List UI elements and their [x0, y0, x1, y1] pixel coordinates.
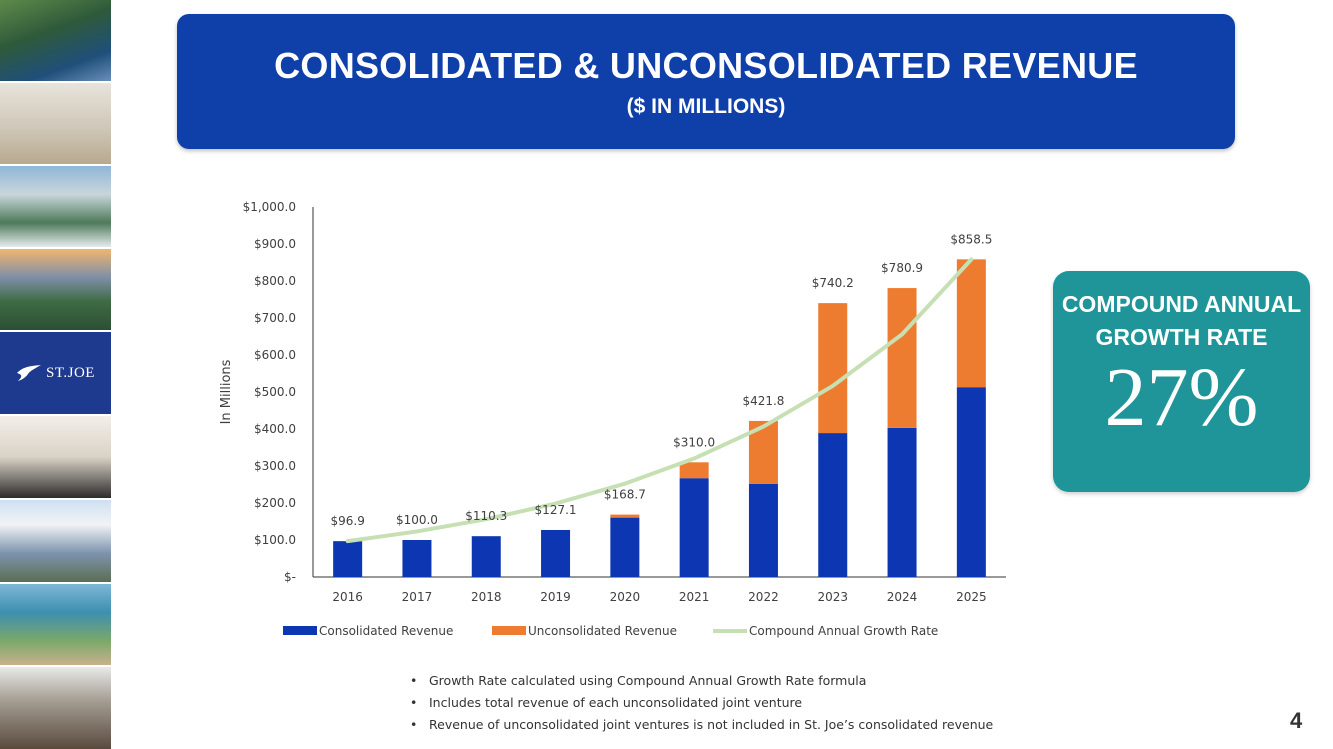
legend-swatch — [492, 626, 526, 635]
x-tick-label: 2025 — [956, 590, 987, 604]
y-tick-label: $300.0 — [254, 459, 296, 473]
bar-unconsolidated — [610, 514, 640, 518]
total-data-label: $780.9 — [881, 261, 923, 275]
bird-logo-icon — [17, 365, 41, 381]
footnote: Growth Rate calculated using Compound An… — [410, 670, 1030, 692]
y-tick-label: $- — [284, 570, 296, 584]
bar-consolidated — [887, 427, 917, 577]
bar-unconsolidated — [679, 462, 709, 479]
bar-consolidated — [818, 433, 848, 577]
total-data-label: $740.2 — [812, 276, 854, 290]
x-tick-label: 2023 — [817, 590, 848, 604]
event-crowd-photo — [0, 667, 111, 749]
bar-consolidated — [956, 387, 986, 577]
office-building-photo — [0, 500, 111, 582]
y-tick-label: $400.0 — [254, 422, 296, 436]
y-tick-label: $500.0 — [254, 385, 296, 399]
x-tick-label: 2017 — [402, 590, 433, 604]
footnote: Revenue of unconsolidated joint ventures… — [410, 714, 1030, 736]
y-axis-title: In Millions — [219, 359, 234, 424]
lazy-river-photo — [0, 584, 111, 665]
total-data-label: $100.0 — [396, 513, 438, 527]
cagr-line — [345, 257, 974, 544]
y-tick-label: $200.0 — [254, 496, 296, 510]
sunset-lake-photo — [0, 249, 111, 330]
page-number: 4 — [1290, 708, 1303, 733]
cagr-box: COMPOUND ANNUAL GROWTH RATE 27% — [1053, 271, 1310, 492]
total-data-label: $168.7 — [604, 488, 646, 502]
total-data-label: $858.5 — [950, 232, 992, 246]
legend-swatch — [283, 626, 317, 635]
bar-consolidated — [471, 536, 501, 577]
staff-photo — [0, 416, 111, 498]
legend-label: Consolidated Revenue — [319, 624, 453, 638]
bar-consolidated — [679, 478, 709, 577]
bar-unconsolidated — [818, 303, 848, 434]
x-tick-label: 2019 — [540, 590, 571, 604]
x-tick-label: 2024 — [887, 590, 918, 604]
y-tick-label: $100.0 — [254, 533, 296, 547]
total-data-label: $96.9 — [330, 514, 364, 528]
st-joe-logo: ST.JOE — [0, 332, 111, 414]
y-tick-label: $1,000.0 — [243, 200, 296, 214]
resort-pool-photo — [0, 166, 111, 247]
slide-subtitle: ($ IN MILLIONS) — [626, 95, 786, 118]
golf-course-photo — [0, 0, 111, 81]
slide-title: CONSOLIDATED & UNCONSOLIDATED REVENUE — [274, 45, 1138, 86]
title-banner: CONSOLIDATED & UNCONSOLIDATED REVENUE ($… — [177, 14, 1235, 149]
family-photo — [0, 83, 111, 164]
x-tick-label: 2016 — [332, 590, 363, 604]
total-data-label: $110.3 — [465, 509, 507, 523]
footnote: Includes total revenue of each unconsoli… — [410, 692, 1030, 714]
x-tick-label: 2020 — [610, 590, 641, 604]
logo-text: ST.JOE — [46, 364, 95, 381]
bar-consolidated — [402, 540, 432, 577]
bar-consolidated — [541, 529, 571, 577]
bar-consolidated — [748, 483, 778, 577]
y-tick-label: $900.0 — [254, 237, 296, 251]
bar-unconsolidated — [956, 259, 986, 388]
footnotes: Growth Rate calculated using Compound An… — [410, 670, 1030, 736]
legend-label: Unconsolidated Revenue — [528, 624, 677, 638]
legend-label: Compound Annual Growth Rate — [749, 624, 938, 638]
x-tick-label: 2021 — [679, 590, 710, 604]
bar-unconsolidated — [887, 288, 917, 428]
total-data-label: $127.1 — [535, 503, 577, 517]
bar-consolidated — [610, 517, 640, 577]
total-data-label: $421.8 — [742, 394, 784, 408]
x-tick-label: 2022 — [748, 590, 779, 604]
photo-strip: ST.JOE — [0, 0, 111, 749]
revenue-chart: $- $100.0 $200.0 $300.0 $400.0 $500.0 $600.0 $7… — [219, 200, 1006, 638]
y-tick-label: $800.0 — [254, 274, 296, 288]
cagr-label: COMPOUND ANNUAL GROWTH RATE — [1061, 291, 1302, 350]
bar-consolidated — [333, 541, 363, 577]
y-tick-label: $600.0 — [254, 348, 296, 362]
x-tick-label: 2018 — [471, 590, 502, 604]
cagr-value: 27% — [1104, 351, 1259, 444]
y-tick-label: $700.0 — [254, 311, 296, 325]
total-data-label: $310.0 — [673, 435, 715, 449]
